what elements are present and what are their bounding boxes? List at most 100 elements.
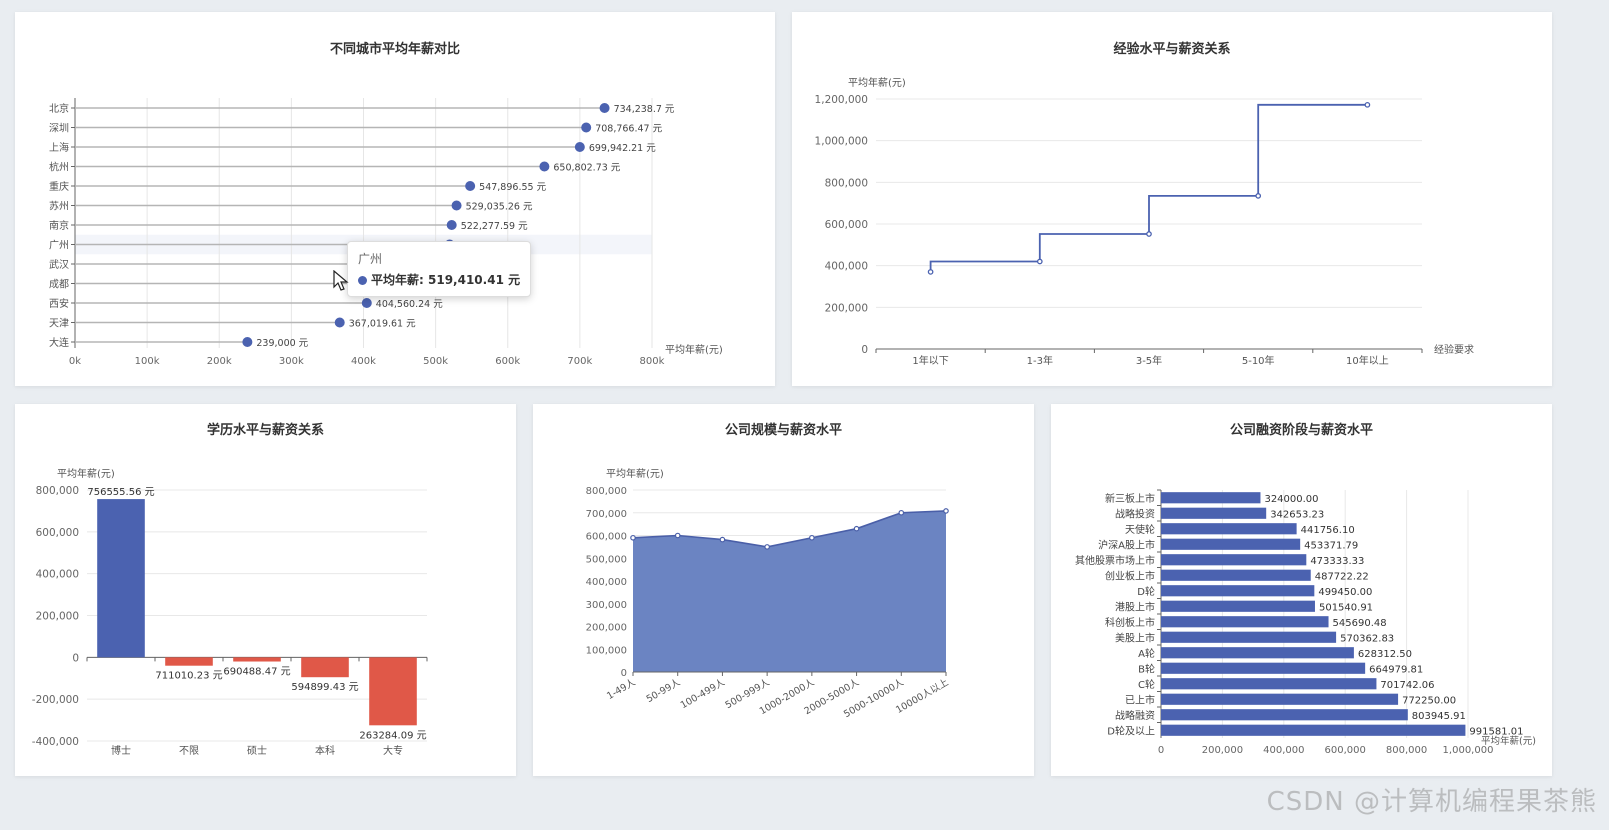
company-size-chart[interactable]: 平均年薪(元) 0 100,000 200,000 300,000 400,000 500,… xyxy=(533,404,1034,776)
y-axis-title: 平均年薪(元) xyxy=(606,467,664,480)
mouse-pointer-icon xyxy=(333,270,349,291)
data-label: 239,000 元 xyxy=(256,338,308,349)
y-tick-label: C轮 xyxy=(1138,678,1155,691)
data-label: 324000.00 xyxy=(1264,494,1318,505)
lollipop-dot xyxy=(446,220,457,230)
y-tick-label: 400,000 xyxy=(586,577,627,588)
x-tick-label: 100-499人 xyxy=(679,677,728,711)
x-tick-label: 不限 xyxy=(179,745,199,757)
y-tick-label: 0 xyxy=(72,652,79,664)
x-tick-label: 200,000 xyxy=(1202,745,1243,756)
bar xyxy=(1161,585,1315,597)
x-axis-title: 平均年薪(元) xyxy=(1481,735,1536,747)
y-tick-label: 天津 xyxy=(49,318,69,330)
x-tick-label: 0k xyxy=(69,356,81,367)
bar xyxy=(1161,538,1301,550)
data-point xyxy=(1255,193,1262,199)
y-tick-label: A轮 xyxy=(1138,647,1155,660)
x-tick-label: 5-10年 xyxy=(1242,354,1275,367)
data-label: 690488.47 元 xyxy=(223,667,290,678)
chart-title: 不同城市平均年薪对比 xyxy=(329,42,460,57)
x-tick-label: 600k xyxy=(495,356,520,367)
x-tick-label: 600,000 xyxy=(1325,745,1366,756)
x-tick-label: 200k xyxy=(207,356,232,367)
data-label: 708,766.47 元 xyxy=(595,124,662,135)
x-tick-label: 800,000 xyxy=(1386,745,1427,756)
step-line xyxy=(929,103,1368,272)
data-point xyxy=(764,544,770,550)
bar xyxy=(1161,507,1267,519)
y-tick-label: 500,000 xyxy=(586,554,627,565)
y-tick-label: 战略投资 xyxy=(1115,507,1155,520)
data-label: 772250.00 xyxy=(1402,695,1456,706)
data-label: 487722.22 xyxy=(1315,571,1369,582)
x-tick-label: 本科 xyxy=(315,744,335,757)
lollipop-dot xyxy=(451,200,462,211)
y-tick-label: 其他股票市场上市 xyxy=(1075,554,1155,567)
y-tick-label: 战略融资 xyxy=(1115,709,1155,722)
y-tick-label: 0 xyxy=(861,344,868,356)
data-label: 473333.33 xyxy=(1310,556,1364,567)
x-tick-label: 700k xyxy=(567,356,592,367)
education-chart[interactable]: 平均年薪(元) -400,000 -200,000 0 200,000 400,000 60… xyxy=(15,404,516,776)
bar xyxy=(1161,724,1466,736)
y-tick-label: 800,000 xyxy=(825,177,868,189)
tooltip: 广州 平均年薪: 519,410.41 元 xyxy=(347,241,532,297)
lollipop-dot xyxy=(361,298,372,308)
y-tick-label: 上海 xyxy=(49,141,69,154)
y-tick-label: 广州 xyxy=(49,240,69,252)
experience-chart[interactable]: 平均年薪(元) 0 200,000 400,000 600,000 800,000 1,00… xyxy=(792,12,1552,386)
data-label: 342653.23 xyxy=(1270,509,1324,520)
data-label: 501540.91 xyxy=(1319,602,1373,613)
lollipop-dot xyxy=(599,103,610,113)
y-tick-label: 600,000 xyxy=(586,532,627,543)
y-tick-label: 100,000 xyxy=(586,645,627,656)
y-tick-label: 200,000 xyxy=(586,623,627,634)
data-label: 628312.50 xyxy=(1358,649,1412,660)
watermark: CSDN @计算机编程果茶熊 xyxy=(1266,787,1597,817)
y-tick-label: 深圳 xyxy=(49,123,69,135)
data-label: 545690.48 xyxy=(1333,618,1387,629)
data-point xyxy=(853,525,860,532)
x-axis-title: 经验要求 xyxy=(1434,343,1474,356)
y-axis-title: 平均年薪(元) xyxy=(57,467,115,480)
tooltip-value: 519,410.41 元 xyxy=(428,273,521,287)
panel-funding-salary: 公司融资阶段与薪资水平 0 200,000 400,000 600,000 800,00… xyxy=(1051,404,1552,776)
lollipop-dot xyxy=(465,181,476,191)
area-fill xyxy=(633,510,946,672)
lollipop-dot xyxy=(334,317,345,328)
y-tick-label: 0 xyxy=(621,668,627,679)
funding-chart[interactable]: 0 200,000 400,000 600,000 800,000 1,000,000平均… xyxy=(1051,404,1552,776)
y-tick-label: 科创板上市 xyxy=(1105,616,1155,629)
tooltip-label: 平均年薪: xyxy=(371,273,424,287)
y-tick-label: 600,000 xyxy=(825,219,868,231)
y-tick-label: 成都 xyxy=(49,279,69,291)
city-chart[interactable]: 0k 100k 200k 300k 400k 500k 600k 700k 800k平均年薪(元… xyxy=(15,12,775,386)
data-label: 570362.83 xyxy=(1340,633,1394,644)
data-label: 499450.00 xyxy=(1318,587,1372,598)
y-tick-label: D轮及以上 xyxy=(1107,724,1155,737)
data-point xyxy=(630,534,636,541)
chart-title: 学历水平与薪资关系 xyxy=(206,423,324,438)
x-tick-label: 0 xyxy=(1158,745,1164,756)
data-label: 664979.81 xyxy=(1369,664,1423,675)
y-tick-label: 天使轮 xyxy=(1125,523,1155,536)
x-tick-label: 50-99人 xyxy=(645,677,683,705)
bar xyxy=(1161,678,1377,690)
y-tick-label: 苏州 xyxy=(49,200,69,213)
y-tick-label: 300,000 xyxy=(586,600,627,611)
panel-education-salary: 学历水平与薪资关系 平均年薪(元) -400,000 -200,000 0 200,00… xyxy=(15,404,516,776)
bar xyxy=(1161,600,1315,612)
y-tick-label: 南京 xyxy=(49,219,69,232)
bar xyxy=(1161,523,1297,535)
y-tick-label: 沪深A股上市 xyxy=(1098,538,1155,551)
y-tick-label: 200,000 xyxy=(36,611,79,623)
x-tick-label: 400,000 xyxy=(1263,745,1304,756)
bar xyxy=(233,657,281,662)
tooltip-dot xyxy=(358,276,367,285)
data-point xyxy=(927,269,934,275)
y-tick-label: -200,000 xyxy=(32,694,79,706)
y-tick-label: 新三板上市 xyxy=(1105,492,1155,505)
x-tick-label: 3-5年 xyxy=(1136,354,1162,367)
tooltip-title: 广州 xyxy=(358,252,383,266)
